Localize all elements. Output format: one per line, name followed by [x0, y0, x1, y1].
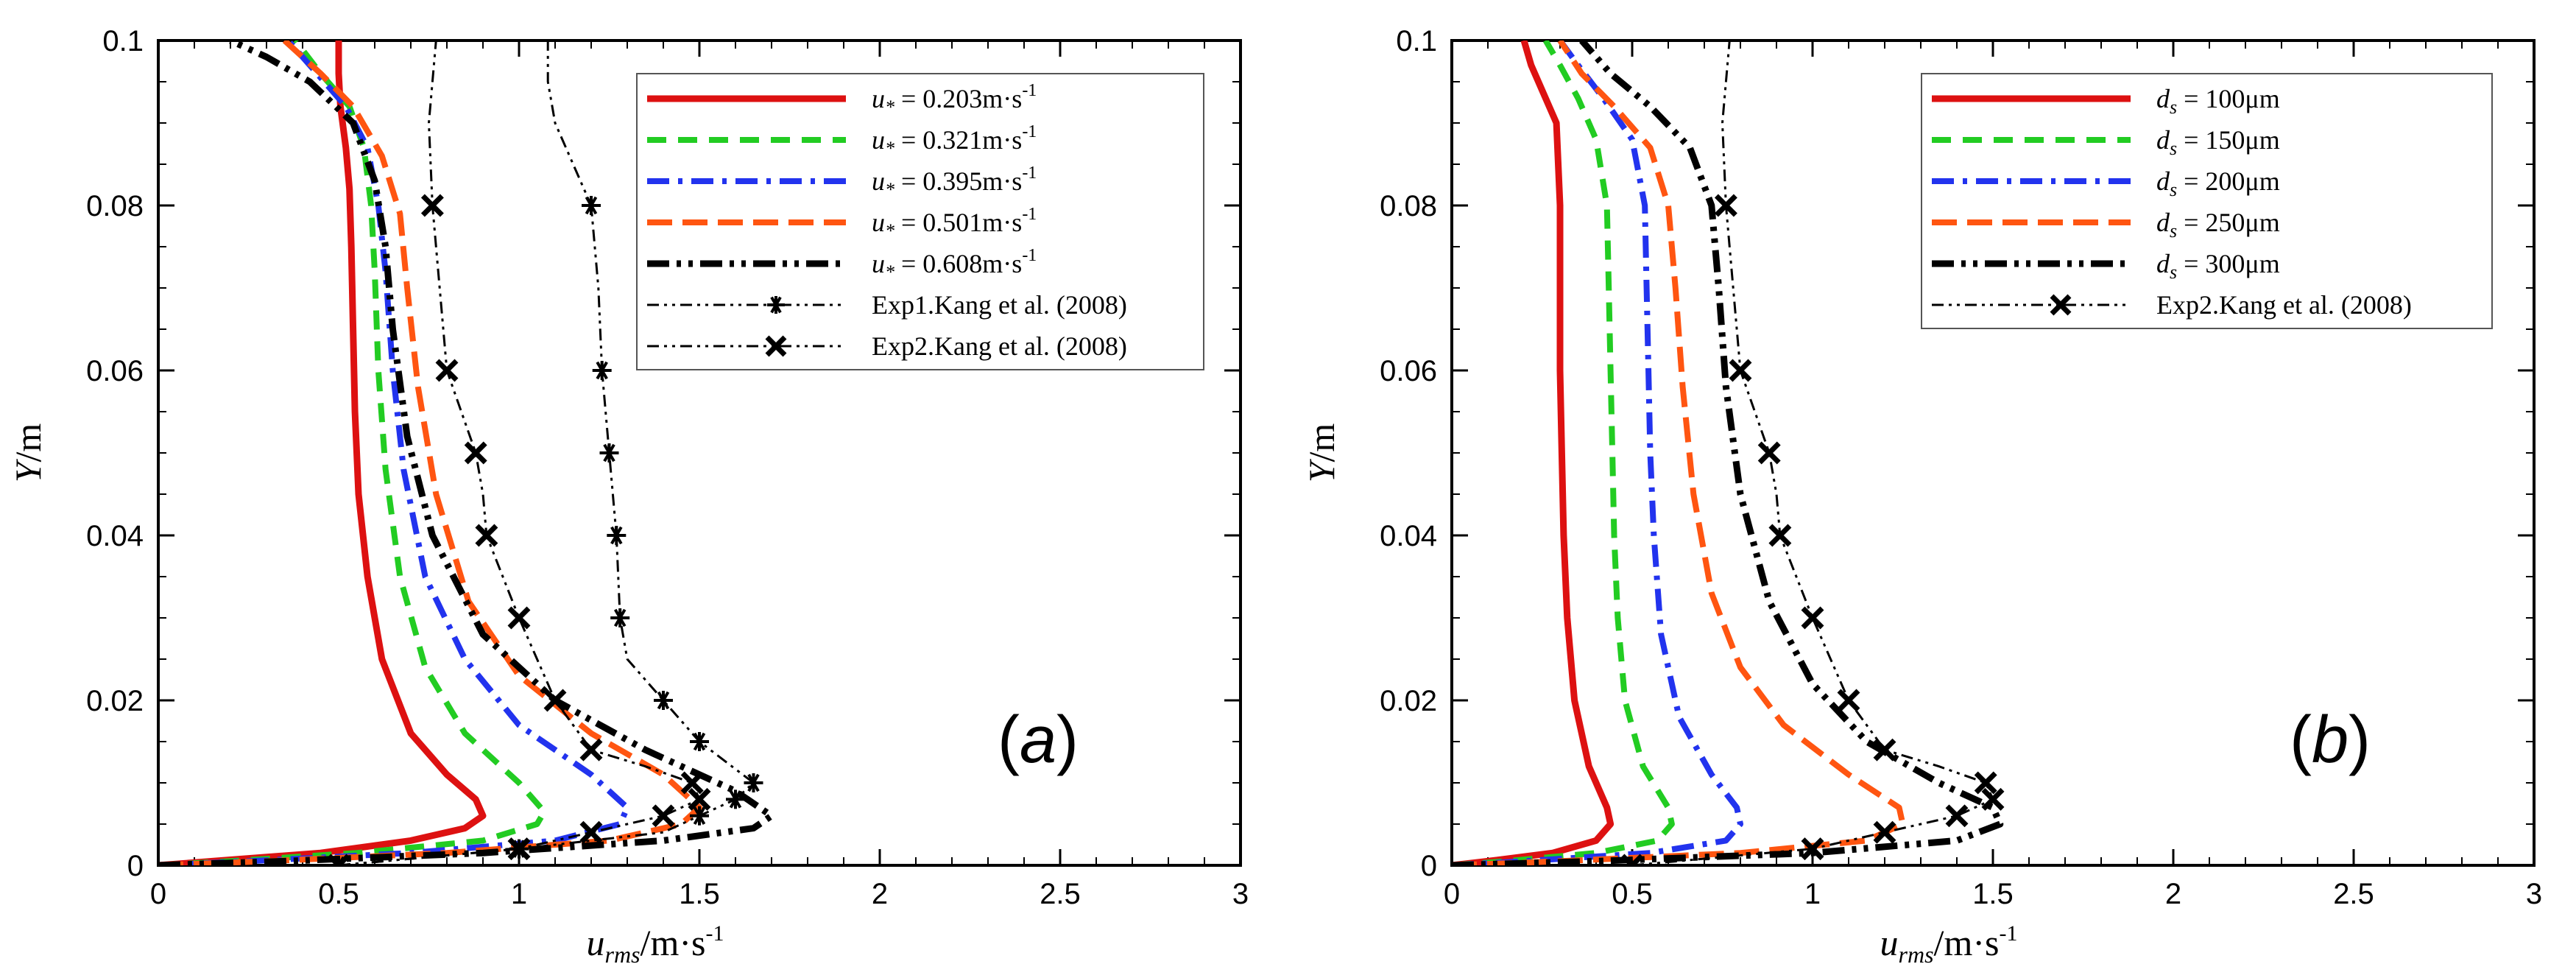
data-point-star: [582, 196, 601, 215]
panel-label: (b): [2290, 703, 2371, 777]
data-point-x: [680, 771, 704, 795]
chart-panel-1: 0 0.5 1 1.5 2 2.5 3 0 0.02 0.04 0.06 0.08 0.1 urms/m·…: [7, 25, 1249, 968]
y-tick-label: 0.02: [1380, 685, 1437, 717]
data-point-star: [767, 296, 785, 314]
x-tick-label: 3: [1232, 878, 1249, 910]
chart-panel-2: 0 0.5 1 1.5 2 2.5 3 0 0.02 0.04 0.06 0.08 0.1 urms/m·…: [1301, 25, 2542, 968]
data-point-x: [543, 689, 567, 712]
legend-label-4: u* = 0.501m·s-1: [872, 205, 1037, 242]
legend-label-1: u* = 0.203m·s-1: [872, 81, 1037, 118]
y-tick-label: 0.06: [86, 355, 144, 387]
data-point-x: [765, 335, 787, 357]
data-point-x: [1801, 837, 1824, 861]
series-line-1: [1452, 41, 1615, 865]
data-point-star: [607, 526, 627, 545]
legend-label-2: ds = 150μm: [2156, 125, 2280, 159]
series-group: [1452, 41, 2005, 865]
y-tick-label: 0: [127, 850, 144, 882]
data-point-star: [592, 361, 612, 380]
x-tick-label: 1.5: [679, 878, 720, 910]
data-point-x: [464, 441, 487, 465]
data-point-x: [507, 837, 531, 861]
data-point-star: [599, 443, 619, 462]
x-tick-label: 0.5: [318, 878, 359, 910]
data-point-x: [475, 524, 498, 547]
panel-label: (a): [998, 703, 1079, 777]
legend-label-3: ds = 200μm: [2156, 166, 2280, 200]
data-point-x: [1768, 524, 1792, 547]
data-point-star: [744, 773, 763, 792]
y-axis-title: Y/m: [7, 423, 49, 483]
data-point-x: [1714, 194, 1737, 217]
data-point-x: [1945, 804, 1969, 828]
x-tick-label: 0: [1444, 878, 1460, 910]
x-tick-label: 3: [2526, 878, 2542, 910]
x-tick-label: 1: [1804, 878, 1821, 910]
data-point-x: [688, 787, 711, 811]
legend-label-6: Exp2.Kang et al. (2008): [2156, 290, 2412, 320]
data-point-x: [1873, 738, 1896, 761]
series-line-5: [1452, 41, 2004, 865]
y-tick-label: 0.08: [86, 190, 144, 222]
data-point-x: [435, 359, 459, 382]
data-point-star: [654, 691, 673, 710]
series-line-5: [158, 41, 775, 865]
data-point-x: [507, 606, 531, 630]
data-point-x: [579, 820, 603, 844]
data-point-star: [690, 732, 709, 751]
data-point-star: [690, 806, 709, 826]
legend-label-3: u* = 0.395m·s-1: [872, 163, 1037, 200]
series-group: [158, 41, 775, 865]
y-tick-label: 0.04: [86, 520, 144, 552]
data-point-x: [1981, 787, 2005, 811]
data-point-x: [1620, 854, 1644, 865]
data-point-x: [2050, 294, 2072, 316]
data-point-x: [1801, 606, 1824, 630]
data-point-star: [726, 789, 745, 809]
y-tick-label: 0.1: [1396, 25, 1437, 57]
x-tick-label: 2.5: [1040, 878, 1081, 910]
x-tick-label: 2: [872, 878, 888, 910]
y-tick-label: 0.1: [102, 25, 144, 57]
series-line-1: [158, 41, 487, 865]
series-line-4: [1452, 41, 1906, 865]
data-point-star: [610, 608, 630, 627]
y-tick-label: 0.08: [1380, 190, 1437, 222]
series-line-4: [158, 41, 702, 865]
x-tick-label: 2.5: [2333, 878, 2374, 910]
data-point-x: [1757, 441, 1781, 465]
legend-label-5: ds = 300μm: [2156, 249, 2280, 283]
legend-label-4: ds = 250μm: [2156, 208, 2280, 242]
data-point-x: [1729, 359, 1752, 382]
data-point-x: [1837, 689, 1860, 712]
data-point-x: [420, 194, 444, 217]
x-tick-label: 1.5: [1972, 878, 2014, 910]
legend-box: [1921, 73, 2493, 329]
x-tick-label: 0.5: [1612, 878, 1653, 910]
data-point-x: [1873, 820, 1896, 844]
y-tick-label: 0.04: [1380, 520, 1437, 552]
legend-label-5: u* = 0.608m·s-1: [872, 246, 1037, 283]
legend-label-2: u* = 0.321m·s-1: [872, 122, 1037, 159]
legend-label-7: Exp2.Kang et al. (2008): [872, 331, 1127, 361]
y-tick-label: 0.02: [86, 685, 144, 717]
x-tick-label: 2: [2165, 878, 2181, 910]
x-axis-title: urms/m·s-1: [1880, 921, 2018, 968]
series-line-2: [1452, 41, 1675, 865]
x-tick-label: 0: [150, 878, 166, 910]
data-point-x: [1974, 771, 1997, 795]
y-tick-label: 0.06: [1380, 355, 1437, 387]
data-point-x: [652, 804, 675, 828]
series-line-3: [158, 41, 630, 865]
x-tick-label: 1: [511, 878, 527, 910]
series-line-6: [338, 41, 755, 865]
legend-label-6: Exp1.Kang et al. (2008): [872, 290, 1127, 320]
data-point-x: [327, 854, 350, 865]
x-axis-title: urms/m·s-1: [587, 921, 724, 968]
y-tick-label: 0: [1421, 850, 1437, 882]
legend-label-1: ds = 100μm: [2156, 84, 2280, 118]
data-point-x: [579, 738, 603, 761]
y-axis-title: Y/m: [1301, 423, 1342, 483]
